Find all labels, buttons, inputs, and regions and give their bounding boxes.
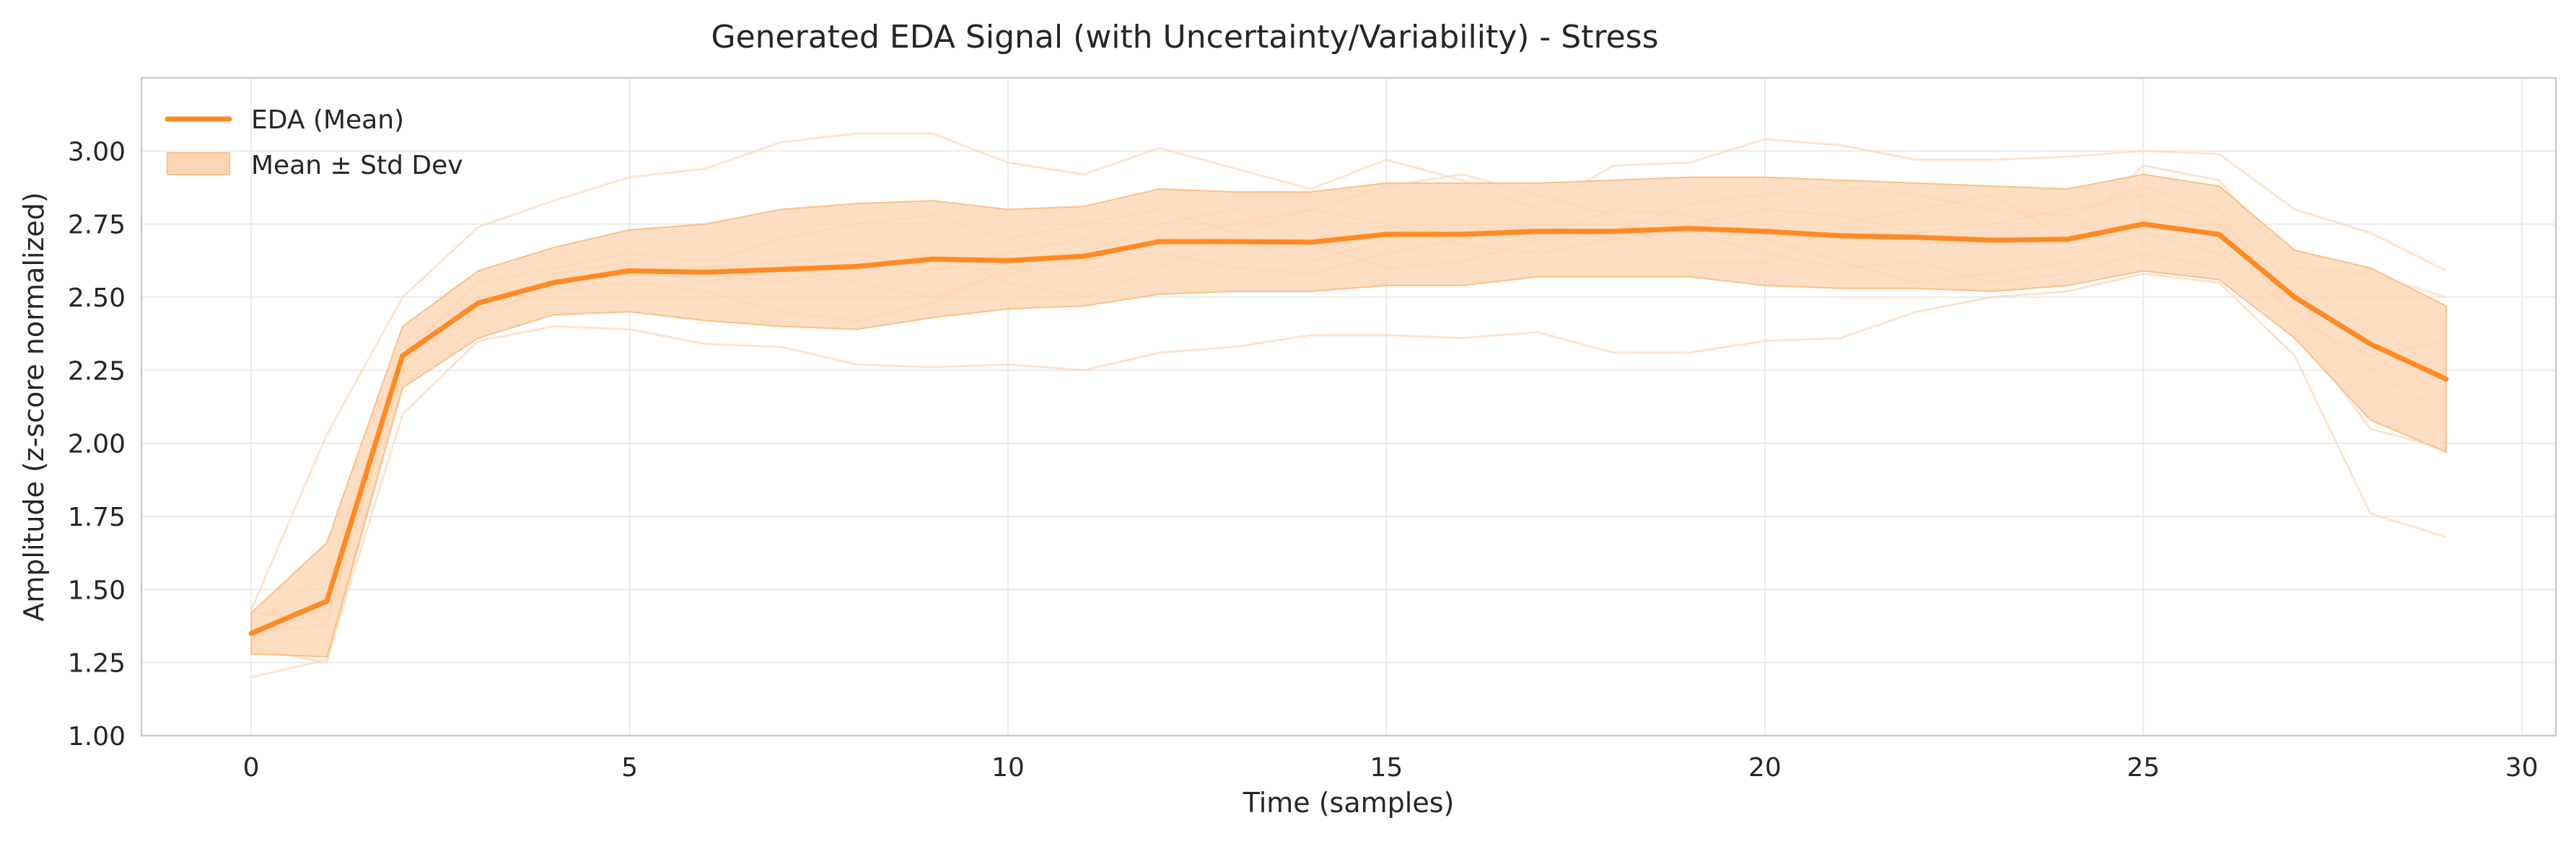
plot-frame — [140, 76, 2557, 737]
legend-mean-label: EDA (Mean) — [251, 105, 404, 135]
y-axis-ticks: 1.00 1.25 1.50 1.75 2.00 2.25 2.50 2.75 3.00 — [68, 137, 126, 752]
y-tick-label: 3.00 — [68, 137, 126, 167]
x-tick-label: 25 — [2126, 753, 2160, 783]
sample-trajectory-line — [250, 132, 2447, 611]
plot-area — [140, 76, 2557, 737]
y-tick-label: 2.50 — [68, 283, 126, 313]
chart-title: Generated EDA Signal (with Uncertainty/V… — [711, 19, 1659, 56]
legend-band-swatch — [167, 152, 230, 175]
plot-background — [141, 78, 2556, 736]
x-axis-label: Time (samples) — [1243, 787, 1455, 819]
x-tick-label: 10 — [991, 753, 1025, 783]
std-dev-band — [250, 173, 2447, 658]
y-tick-label: 2.75 — [68, 211, 126, 240]
std-dev-band-group — [250, 173, 2447, 658]
y-tick-label: 1.00 — [68, 722, 126, 752]
y-tick-label: 2.00 — [68, 430, 126, 459]
x-axis-ticks: 0 5 10 15 20 25 30 — [243, 753, 2538, 783]
legend-band-label: Mean ± Std Dev — [251, 151, 463, 180]
mean-line — [248, 221, 2449, 636]
x-tick-label: 20 — [1748, 753, 1782, 783]
y-tick-label: 1.75 — [68, 503, 126, 532]
x-tick-label: 15 — [1370, 753, 1403, 783]
sample-trajectory-line — [250, 273, 2447, 679]
x-tick-label: 30 — [2505, 753, 2538, 783]
y-tick-label: 2.25 — [68, 356, 126, 386]
x-tick-label: 5 — [621, 753, 638, 783]
y-tick-label: 1.25 — [68, 649, 126, 679]
legend: EDA (Mean) Mean ± Std Dev — [165, 105, 463, 180]
mean-line-group — [248, 221, 2449, 636]
y-tick-label: 1.50 — [68, 576, 126, 605]
y-axis-label: Amplitude (z-score normalized) — [18, 192, 50, 621]
x-tick-label: 0 — [243, 753, 260, 783]
